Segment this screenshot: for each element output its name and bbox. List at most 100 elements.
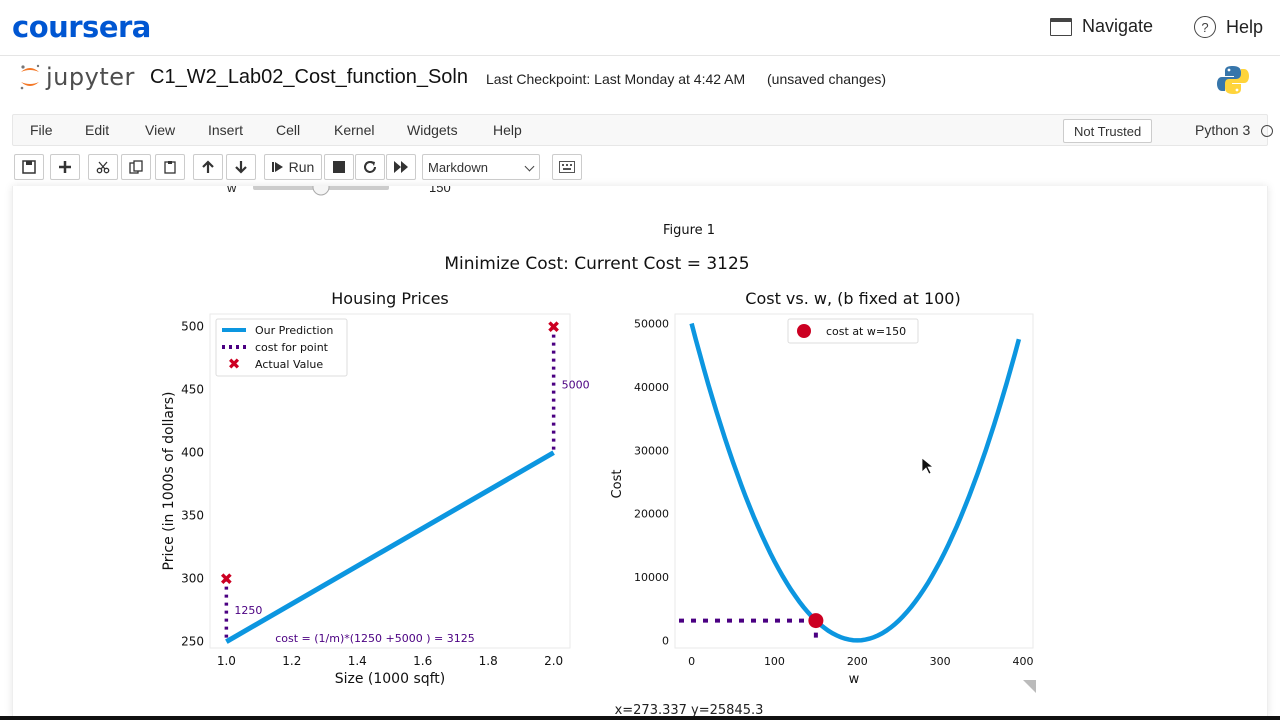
menu-widgets[interactable]: Widgets: [407, 122, 458, 138]
scissors-icon: [96, 161, 110, 174]
plus-icon: [59, 161, 71, 173]
jupyter-logo[interactable]: jupyter: [18, 62, 135, 92]
interrupt-button[interactable]: [324, 154, 354, 180]
question-icon: ?: [1194, 16, 1216, 38]
cost-legend: cost at w=150: [787, 318, 919, 344]
figure-status: x=273.337 y=25845.3: [615, 703, 764, 716]
navigate-label: Navigate: [1082, 16, 1154, 36]
stop-icon: [333, 161, 345, 173]
save-button[interactable]: [14, 154, 44, 180]
housing-ytick-2: 350: [181, 509, 204, 523]
slider-handle[interactable]: [312, 186, 330, 196]
legend-cost-label: cost for point: [255, 341, 329, 354]
slider-value: 150: [429, 186, 451, 195]
cost-ytick-0: 0: [662, 634, 669, 647]
navigate-button[interactable]: Navigate: [1050, 16, 1153, 37]
copy-button[interactable]: [121, 154, 151, 180]
housing-marks: 1250 5000 ✖ ✖: [220, 318, 590, 644]
cost-yticks: 0 10000 20000 30000 40000 50000: [634, 318, 669, 648]
housing-xtick-5: 2.0: [544, 654, 563, 668]
cost-xtick-3: 300: [930, 655, 951, 668]
not-trusted-button[interactable]: Not Trusted: [1063, 119, 1153, 143]
keyboard-icon: [559, 161, 575, 173]
legend-actual-marker: ✖: [228, 355, 241, 373]
menu-file[interactable]: File: [30, 122, 53, 138]
cost-xlabel: w: [849, 672, 860, 687]
move-down-button[interactable]: [226, 154, 256, 180]
arrow-down-icon: [235, 161, 247, 174]
menu-kernel[interactable]: Kernel: [334, 122, 375, 138]
unsaved-status: (unsaved changes): [767, 71, 887, 87]
restart-run-all-button[interactable]: [386, 154, 416, 180]
step-forward-icon: [271, 162, 283, 172]
menu-view[interactable]: View: [145, 122, 176, 138]
checkpoint-status: Last Checkpoint: Last Monday at 4:42 AM: [486, 71, 746, 87]
notebook-content: w 150 Figure 1 Minimize Cost: Current Co…: [12, 186, 1268, 716]
copy-icon: [129, 160, 143, 174]
housing-ylabel: Price (in 1000s of dollars): [161, 392, 177, 571]
cost-ytick-1: 10000: [634, 571, 669, 584]
cost-ytick-3: 30000: [634, 444, 669, 457]
housing-ytick-3: 400: [181, 446, 204, 460]
prediction-line: [225, 450, 555, 644]
housing-xlabel: Size (1000 sqft): [335, 671, 446, 687]
run-button[interactable]: Run: [264, 154, 322, 180]
legend-actual-label: Actual Value: [255, 358, 323, 371]
paste-button[interactable]: [155, 154, 185, 180]
help-label: Help: [1226, 16, 1264, 37]
command-palette-button[interactable]: [552, 154, 582, 180]
housing-yticks: 250 300 350 400 450 500: [181, 320, 204, 649]
window-bottom-edge: [0, 716, 1280, 720]
menu-insert[interactable]: Insert: [208, 122, 244, 138]
resize-handle-icon[interactable]: [1023, 680, 1036, 693]
housing-legend: Our Prediction cost for point ✖ Actual V…: [215, 318, 348, 377]
housing-xtick-4: 1.8: [479, 654, 498, 668]
insert-cell-button[interactable]: [50, 154, 80, 180]
restart-button[interactable]: [355, 154, 385, 180]
help-button[interactable]: ? Help: [1194, 16, 1263, 38]
menubar: File Edit View Insert Cell Kernel Widget…: [12, 114, 1273, 146]
menu-cell[interactable]: Cell: [276, 122, 301, 138]
legend-marker-dot: [797, 324, 811, 338]
move-up-button[interactable]: [193, 154, 223, 180]
figure-label: Figure 1: [663, 223, 715, 238]
coursera-logo[interactable]: coursera: [12, 10, 151, 44]
notebook-toolbar: Run Markdown: [12, 152, 1268, 182]
housing-xtick-2: 1.4: [348, 654, 367, 668]
actual-point-0: ✖: [220, 570, 233, 589]
cost-ytick-5: 50000: [634, 318, 669, 331]
housing-ytick-4: 450: [181, 383, 204, 397]
cell-type-value: Markdown: [428, 159, 488, 175]
cost-title: Cost vs. w, (b fixed at 100): [745, 289, 960, 308]
cut-button[interactable]: [88, 154, 118, 180]
housing-xtick-3: 1.6: [413, 654, 432, 668]
housing-xtick-0: 1.0: [217, 654, 236, 668]
cost-xticks: 0 100 200 300 400: [688, 655, 1033, 668]
clipboard-icon: [164, 161, 176, 174]
arrow-up-icon: [202, 160, 214, 173]
figure-suptitle: Minimize Cost: Current Cost = 3125: [444, 254, 749, 274]
kernel-name[interactable]: Python 3: [1195, 122, 1251, 138]
menu-edit[interactable]: Edit: [85, 122, 110, 138]
figure-canvas[interactable]: w 150 Figure 1 Minimize Cost: Current Co…: [13, 186, 1268, 716]
housing-title: Housing Prices: [331, 289, 449, 308]
cost-xtick-1: 100: [764, 655, 785, 668]
actual-point-1: ✖: [547, 318, 560, 337]
cost-xtick-0: 0: [688, 655, 695, 668]
chevron-down-icon: [524, 161, 535, 172]
cost-label-1: 5000: [562, 379, 590, 392]
cost-label-0: 1250: [234, 604, 262, 617]
window-icon: [1050, 17, 1072, 36]
cost-axes-frame: [674, 313, 1034, 649]
cost-marker: [808, 613, 824, 629]
fast-forward-icon: [394, 161, 408, 173]
floppy-icon: [22, 160, 36, 174]
cost-legend-box: [787, 318, 919, 344]
legend-marker-label: cost at w=150: [826, 325, 906, 338]
housing-ytick-1: 300: [181, 572, 204, 586]
cost-xtick-2: 200: [847, 655, 868, 668]
notebook-title[interactable]: C1_W2_Lab02_Cost_function_Soln: [150, 66, 468, 88]
menu-help[interactable]: Help: [493, 122, 522, 138]
jupyter-header: jupyter C1_W2_Lab02_Cost_function_Soln L…: [0, 56, 1280, 104]
cell-type-select[interactable]: Markdown: [422, 154, 540, 180]
